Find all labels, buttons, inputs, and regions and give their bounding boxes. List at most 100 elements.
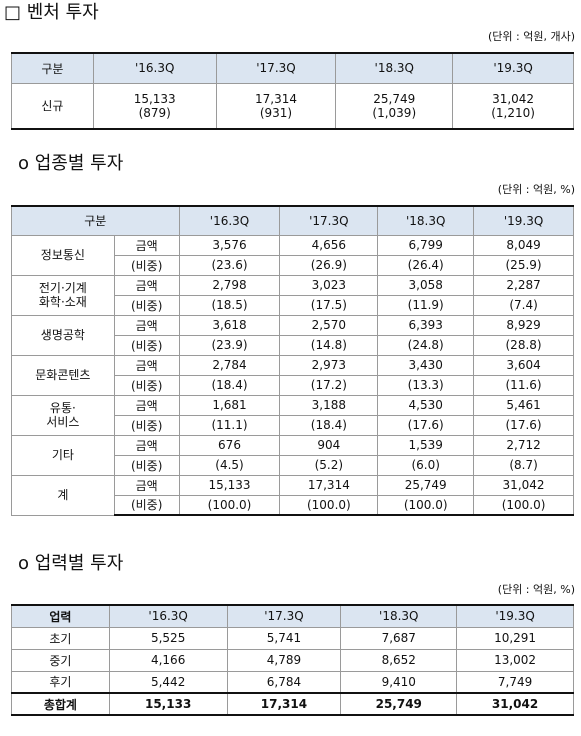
industry-amount-cell: 2,712 [473, 434, 574, 456]
industry-metric-label: (비중) [113, 334, 180, 356]
industry-group-label: 정보통신 [11, 234, 115, 276]
industry-amount-cell: 904 [279, 434, 379, 456]
stage-value-cell: 8,652 [340, 648, 458, 672]
stage-header-row: 업력 '16.3Q '17.3Q '18.3Q '19.3Q [11, 604, 574, 628]
stage-value-cell: 9,410 [340, 670, 458, 694]
industry-metric-label: (비중) [113, 454, 180, 476]
industry-group-label: 문화콘텐츠 [11, 354, 115, 396]
industry-amount-cell: 3,188 [279, 394, 379, 416]
stage-row-label: 중기 [11, 648, 110, 672]
industry-group-label: 생명공학 [11, 314, 115, 356]
industry-row: (비중) (23.9) (14.8) (24.8) (28.8) [12, 334, 574, 356]
venture-cell: 17,314 (931) [215, 82, 337, 130]
industry-share-cell: (4.5) [178, 454, 281, 476]
industry-share-cell: (18.5) [178, 294, 281, 316]
stage-row-label: 후기 [11, 670, 110, 694]
stage-row: 초기 5,525 5,741 7,687 10,291 [11, 626, 574, 650]
industry-amount-cell: 8,049 [473, 234, 574, 256]
stage-value-cell: 13,002 [456, 648, 574, 672]
stage-value-cell: 31,042 [456, 692, 574, 716]
industry-row: (비중) (18.4) (17.2) (13.3) (11.6) [12, 374, 574, 396]
industry-section-title: o 업종별 투자 [18, 153, 124, 174]
industry-group-label: 유통· 서비스 [11, 394, 115, 436]
industry-share-cell: (26.4) [377, 254, 475, 276]
stage-header-year: '17.3Q [226, 604, 342, 628]
venture-count: (1,210) [491, 105, 535, 120]
industry-share-cell: (25.9) [473, 254, 574, 276]
industry-share-cell: (100.0) [178, 494, 281, 516]
venture-header-row: 구분 '16.3Q '17.3Q '18.3Q '19.3Q [11, 52, 574, 84]
stage-unit-note: (단위 : 억원, %) [497, 583, 575, 596]
industry-share-cell: (6.0) [377, 454, 475, 476]
industry-metric-label: 금액 [113, 274, 180, 296]
industry-group-label-line: 생명공학 [40, 328, 85, 342]
industry-metric-label: (비중) [113, 374, 180, 396]
industry-header-year: '17.3Q [279, 205, 379, 236]
industry-share-cell: (14.8) [279, 334, 379, 356]
industry-share-cell: (11.9) [377, 294, 475, 316]
industry-amount-cell: 2,973 [279, 354, 379, 376]
industry-row: 생명공학 금액 3,618 2,570 6,393 8,929 [11, 314, 574, 356]
venture-cell: 15,133 (879) [92, 82, 217, 130]
industry-amount-cell: 2,570 [279, 314, 379, 336]
industry-metric-label: (비중) [113, 294, 180, 316]
stage-header-year: '19.3Q [456, 604, 574, 628]
industry-row: 기타 금액 676 904 1,539 2,712 [11, 434, 574, 476]
industry-share-cell: (100.0) [473, 494, 574, 516]
industry-share-cell: (24.8) [377, 334, 475, 356]
industry-table: 구분 '16.3Q '17.3Q '18.3Q '19.3Q 정보통신 금액 3,5… [11, 205, 574, 516]
industry-row: (비중) (100.0) (100.0) (100.0) (100.0) [12, 494, 574, 516]
industry-amount-cell: 3,430 [377, 354, 475, 376]
industry-amount-cell: 3,618 [178, 314, 281, 336]
stage-header-year: '16.3Q [108, 604, 228, 628]
stage-value-cell: 5,442 [108, 670, 228, 694]
industry-metric-label: 금액 [113, 474, 180, 496]
industry-amount-cell: 25,749 [377, 474, 475, 496]
venture-amount: 15,133 [133, 91, 176, 106]
industry-share-cell: (17.5) [279, 294, 379, 316]
stage-value-cell: 7,687 [340, 626, 458, 650]
industry-share-cell: (17.2) [279, 374, 379, 396]
industry-share-cell: (11.1) [178, 414, 281, 436]
industry-row: 문화콘텐츠 금액 2,784 2,973 3,430 3,604 [11, 354, 574, 396]
stage-header-year: '18.3Q [340, 604, 458, 628]
industry-share-cell: (11.6) [473, 374, 574, 396]
industry-share-cell: (13.3) [377, 374, 475, 396]
industry-group-label-line: 계 [57, 488, 69, 502]
venture-header-year: '17.3Q [215, 52, 337, 84]
industry-amount-cell: 3,604 [473, 354, 574, 376]
industry-share-cell: (8.7) [473, 454, 574, 476]
venture-header-year: '18.3Q [335, 52, 454, 84]
industry-metric-label: 금액 [113, 234, 180, 256]
industry-share-cell: (23.9) [178, 334, 281, 356]
venture-amount: 17,314 [254, 91, 297, 106]
stage-row-label: 총합계 [11, 692, 110, 716]
stage-value-cell: 25,749 [340, 692, 458, 716]
industry-metric-label: (비중) [113, 494, 180, 516]
industry-share-cell: (28.8) [473, 334, 574, 356]
industry-group-label-line: 문화콘텐츠 [35, 368, 91, 382]
industry-amount-cell: 4,656 [279, 234, 379, 256]
venture-unit-note: (단위 : 억원, 개사) [488, 30, 575, 43]
venture-header-year: '19.3Q [452, 52, 574, 84]
industry-row: 정보통신 금액 3,576 4,656 6,799 8,049 [11, 234, 574, 276]
industry-share-cell: (26.9) [279, 254, 379, 276]
industry-share-cell: (7.4) [473, 294, 574, 316]
industry-metric-label: (비중) [113, 254, 180, 276]
stage-value-cell: 5,525 [108, 626, 228, 650]
venture-amount: 25,749 [373, 91, 416, 106]
industry-share-cell: (17.6) [377, 414, 475, 436]
industry-metric-label: 금액 [113, 394, 180, 416]
industry-amount-cell: 6,393 [377, 314, 475, 336]
stage-value-cell: 5,741 [226, 626, 342, 650]
stage-value-cell: 4,789 [226, 648, 342, 672]
industry-metric-label: 금액 [113, 434, 180, 456]
industry-amount-cell: 676 [178, 434, 281, 456]
industry-amount-cell: 3,576 [178, 234, 281, 256]
industry-group-label-line: 화학·소재 [38, 295, 87, 309]
industry-row: (비중) (11.1) (18.4) (17.6) (17.6) [12, 414, 574, 436]
industry-share-cell: (100.0) [279, 494, 379, 516]
industry-share-cell: (18.4) [279, 414, 379, 436]
industry-row: 계 금액 15,133 17,314 25,749 31,042 [11, 474, 574, 516]
stage-value-cell: 17,314 [226, 692, 342, 716]
